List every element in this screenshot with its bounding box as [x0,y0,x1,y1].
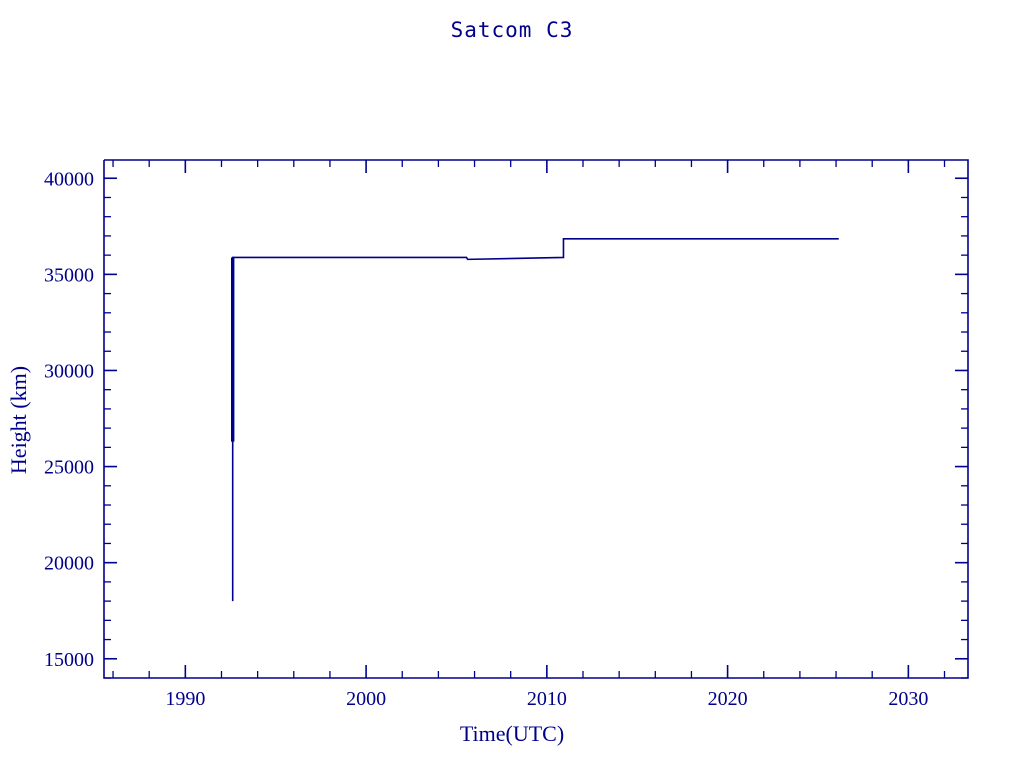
x-axis-label: Time(UTC) [460,721,564,746]
data-series-line [231,238,839,602]
y-tick-label: 30000 [44,360,94,382]
x-tick-label: 1990 [165,688,205,710]
chart-title: Satcom C3 [450,18,574,42]
x-tick-label: 2010 [527,688,567,710]
x-axis-ticks: 1990 2000 2010 2020 2030 [165,160,928,710]
y-tick-label: 15000 [44,649,94,671]
data-series-group [230,238,839,602]
x-tick-label: 2030 [888,688,928,710]
y-axis-label: Height (km) [6,366,31,474]
x-tick-label: 2020 [708,688,748,710]
x-axis-minor-ticks [112,160,946,678]
y-tick-label: 20000 [44,553,94,575]
x-tick-label: 2000 [346,688,386,710]
y-tick-label: 40000 [44,168,94,190]
y-axis-minor-ticks [104,196,968,679]
y-tick-label: 35000 [44,264,94,286]
y-axis-ticks: 15000 20000 25000 30000 35000 40000 [44,168,968,671]
y-tick-label: 25000 [44,457,94,479]
